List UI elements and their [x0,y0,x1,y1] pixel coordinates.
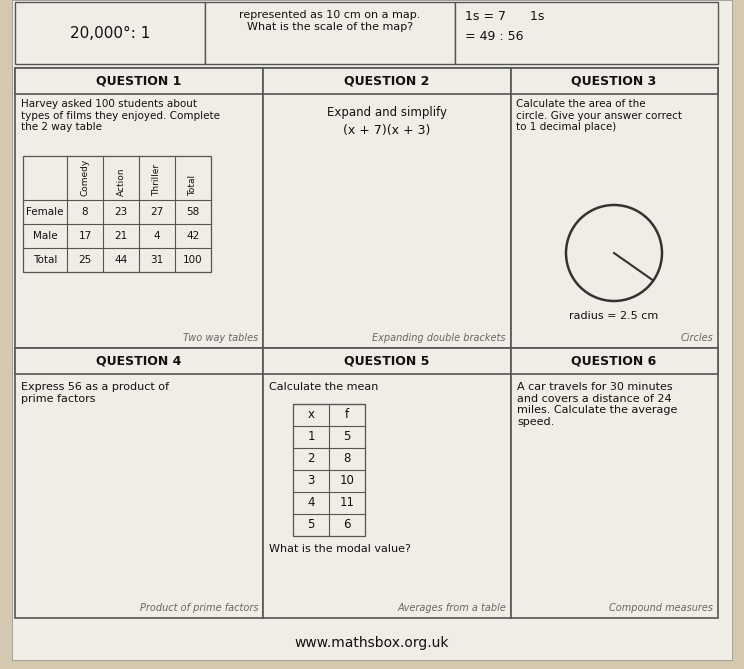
Text: x: x [307,409,315,421]
Text: 44: 44 [115,255,128,265]
Text: 23: 23 [115,207,128,217]
Text: 100: 100 [183,255,203,265]
Bar [455,2,718,64]
Bar [15,68,263,94]
Text: QUESTION 1: QUESTION 1 [96,74,182,88]
Text: Action: Action [117,167,126,196]
Text: 20,000°: 1: 20,000°: 1 [70,25,150,41]
Text: Calculate the mean: Calculate the mean [269,382,379,392]
Text: 1: 1 [307,430,315,444]
Bar [511,68,718,94]
Text: Calculate the area of the
circle. Give your answer correct
to 1 decimal place): Calculate the area of the circle. Give y… [516,99,682,132]
Text: Express 56 as a product of
prime factors: Express 56 as a product of prime factors [21,382,169,403]
Text: QUESTION 6: QUESTION 6 [571,355,657,367]
Bar [293,404,365,536]
Text: www.mathsbox.org.uk: www.mathsbox.org.uk [295,636,449,650]
Bar [15,348,263,618]
Text: 2: 2 [307,452,315,466]
Text: QUESTION 4: QUESTION 4 [96,355,182,367]
Bar [263,68,511,94]
Text: 17: 17 [78,231,92,241]
Text: radius = 2.5 cm: radius = 2.5 cm [569,311,658,321]
Bar [511,348,718,374]
Text: 8: 8 [343,452,350,466]
Bar [15,2,205,64]
Text: represented as 10 cm on a map.
What is the scale of the map?: represented as 10 cm on a map. What is t… [240,10,420,31]
Text: QUESTION 2: QUESTION 2 [344,74,430,88]
Bar [263,348,511,374]
Text: 27: 27 [150,207,164,217]
Text: 5: 5 [343,430,350,444]
Text: Expand and simplify: Expand and simplify [327,106,447,119]
Text: 1s = 7      1s: 1s = 7 1s [465,10,545,23]
Text: 42: 42 [187,231,199,241]
Bar [263,348,511,618]
Text: A car travels for 30 minutes
and covers a distance of 24
miles. Calculate the av: A car travels for 30 minutes and covers … [517,382,677,427]
Text: f: f [345,409,349,421]
Text: 4: 4 [154,231,160,241]
Text: 25: 25 [78,255,92,265]
Text: Product of prime factors: Product of prime factors [140,603,258,613]
Bar [205,2,455,64]
Text: 5: 5 [307,518,315,531]
Text: 3: 3 [307,474,315,488]
Text: Averages from a table: Averages from a table [397,603,506,613]
Text: 58: 58 [187,207,199,217]
Text: Circles: Circles [680,333,713,343]
Text: What is the modal value?: What is the modal value? [269,544,411,554]
Text: Thriller: Thriller [153,164,161,196]
Text: 6: 6 [343,518,350,531]
Text: Expanding double brackets: Expanding double brackets [373,333,506,343]
Text: = 49 : 56: = 49 : 56 [465,30,524,43]
Text: Total: Total [33,255,57,265]
Bar [263,68,511,348]
Bar [511,348,718,618]
Text: Harvey asked 100 students about
types of films they enjoyed. Complete
the 2 way : Harvey asked 100 students about types of… [21,99,220,132]
Bar [15,68,263,348]
Bar [15,348,263,374]
Text: 21: 21 [115,231,128,241]
Text: 31: 31 [150,255,164,265]
Text: (x + 7)(x + 3): (x + 7)(x + 3) [343,124,431,137]
Text: 4: 4 [307,496,315,510]
Text: 11: 11 [339,496,354,510]
Bar [23,156,211,272]
Text: Two way tables: Two way tables [183,333,258,343]
Text: Male: Male [33,231,57,241]
Text: Comedy: Comedy [80,159,89,196]
Text: Compound measures: Compound measures [609,603,713,613]
Bar [511,68,718,348]
Text: Total: Total [188,175,197,196]
Text: 8: 8 [82,207,89,217]
Text: 10: 10 [339,474,354,488]
Text: QUESTION 5: QUESTION 5 [344,355,430,367]
Text: Female: Female [26,207,64,217]
Text: QUESTION 3: QUESTION 3 [571,74,657,88]
